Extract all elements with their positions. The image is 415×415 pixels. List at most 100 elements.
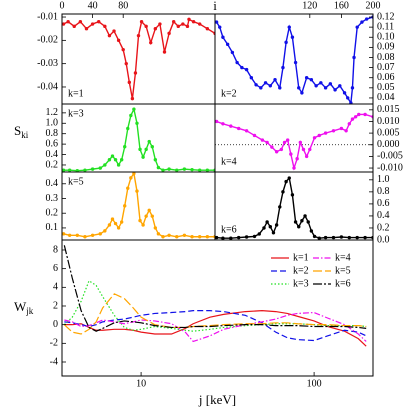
marker: [301, 147, 306, 152]
marker: [119, 158, 124, 162]
marker: [221, 236, 225, 240]
marker: [113, 158, 118, 162]
marker: [306, 220, 310, 224]
marker: [279, 147, 284, 152]
marker: [262, 226, 266, 230]
marker: [116, 163, 121, 167]
plot-area: [215, 176, 373, 240]
y-label-main: W: [14, 299, 27, 314]
marker: [107, 158, 112, 162]
marker: [126, 186, 130, 190]
marker: [300, 91, 304, 95]
legend-label: k=2: [293, 265, 309, 276]
plot-area: [62, 107, 215, 172]
marker: [290, 35, 295, 39]
marker: [355, 235, 359, 240]
marker: [249, 76, 254, 80]
marker: [141, 155, 145, 159]
y-tick-label: 0.05: [377, 82, 395, 93]
marker: [191, 19, 196, 24]
marker: [103, 163, 107, 167]
panel-label: k=2: [221, 88, 237, 99]
marker: [161, 168, 165, 172]
marker: [252, 133, 257, 138]
y-tick-label: 0.4: [46, 149, 59, 160]
marker: [271, 231, 276, 235]
y-tick-label: 1.0: [377, 174, 390, 185]
marker: [342, 91, 347, 95]
marker: [297, 86, 301, 90]
y-tick-label: 0.06: [377, 72, 395, 83]
marker: [133, 71, 138, 75]
panel-frame: [61, 239, 374, 377]
marker: [281, 190, 285, 194]
panel-frame: [214, 13, 374, 105]
marker: [254, 83, 258, 87]
marker: [153, 26, 158, 31]
marker: [156, 232, 161, 236]
marker: [312, 136, 317, 140]
y-tick-label: 0.09: [377, 42, 395, 53]
marker: [270, 145, 274, 149]
marker: [225, 42, 230, 47]
marker: [83, 168, 87, 172]
marker: [171, 19, 176, 24]
series-line: [63, 293, 367, 335]
marker: [215, 119, 219, 124]
marker: [346, 96, 350, 100]
marker: [107, 223, 112, 227]
marker: [156, 165, 161, 170]
legend-label: k=1: [293, 252, 309, 263]
marker: [328, 82, 333, 86]
marker: [153, 226, 158, 230]
x-tick-label: 10: [136, 378, 146, 389]
marker: [284, 179, 288, 184]
series-line: [63, 107, 215, 172]
legend-label: k=6: [335, 278, 351, 289]
marker: [323, 131, 328, 135]
marker: [339, 126, 344, 131]
marker: [123, 145, 127, 149]
marker: [259, 86, 263, 90]
y-tick-label: 0.0: [377, 234, 390, 245]
marker: [230, 50, 235, 55]
y-tick-label: -0.005: [377, 151, 403, 162]
marker: [285, 138, 290, 142]
marker: [244, 235, 249, 239]
marker: [116, 38, 121, 43]
marker: [292, 166, 296, 170]
marker: [293, 220, 298, 224]
marker: [116, 226, 121, 230]
marker: [297, 225, 301, 229]
marker: [121, 47, 125, 52]
marker: [190, 167, 194, 172]
marker: [123, 204, 127, 208]
y-tick-label: 0.07: [377, 62, 395, 73]
marker: [265, 140, 269, 145]
plot-area: [62, 17, 215, 101]
marker: [72, 24, 76, 29]
plot-area: [62, 172, 215, 239]
marker: [113, 221, 118, 226]
marker: [67, 168, 72, 172]
y-tick-label: 0.010: [377, 116, 400, 127]
marker: [138, 147, 142, 152]
marker: [350, 117, 355, 121]
marker: [98, 232, 102, 236]
marker: [136, 33, 141, 38]
marker: [284, 40, 288, 45]
y-tick-label: 0: [53, 319, 58, 330]
x-tick-label: 120: [302, 0, 317, 11]
marker: [75, 233, 80, 237]
marker: [135, 121, 139, 125]
marker: [78, 19, 83, 24]
y-tick-label: 0.6: [377, 198, 390, 209]
marker: [62, 168, 66, 172]
marker: [129, 176, 133, 180]
marker: [240, 65, 244, 70]
marker: [84, 26, 89, 31]
marker: [309, 78, 314, 82]
marker: [257, 232, 261, 236]
marker: [268, 225, 272, 229]
y-tick-label: 0.12: [377, 11, 395, 22]
